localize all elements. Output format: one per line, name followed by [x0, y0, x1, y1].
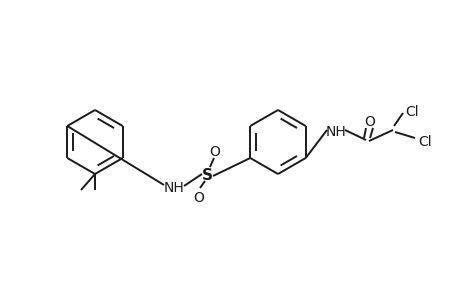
Text: O: O — [209, 145, 220, 158]
Text: NH: NH — [325, 124, 346, 139]
Text: S: S — [201, 168, 212, 183]
Text: O: O — [364, 115, 375, 128]
Text: Cl: Cl — [417, 134, 431, 148]
Text: Cl: Cl — [404, 104, 418, 118]
Text: O: O — [193, 190, 204, 205]
Text: NH: NH — [163, 182, 184, 196]
